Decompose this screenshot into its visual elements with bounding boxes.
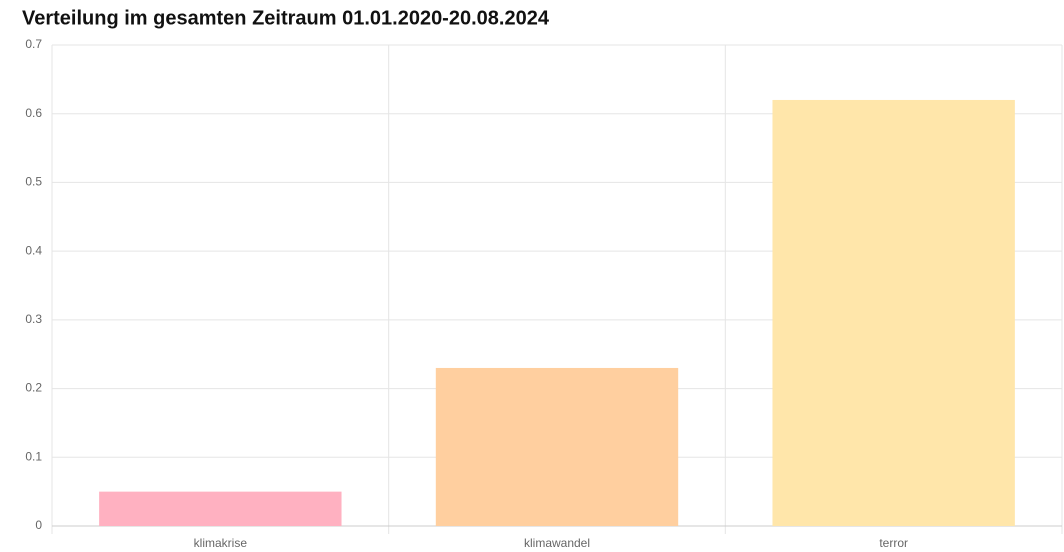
x-tick-label: klimakrise (194, 536, 248, 550)
y-tick-label: 0.3 (25, 312, 42, 326)
bar (99, 491, 342, 526)
y-tick-label: 0.1 (25, 449, 42, 463)
chart-title: Verteilung im gesamten Zeitraum 01.01.20… (22, 7, 550, 29)
y-tick-label: 0.5 (25, 175, 42, 189)
y-tick-label: 0.7 (25, 37, 42, 51)
y-tick-label: 0.6 (25, 106, 42, 120)
y-tick-label: 0.2 (25, 381, 42, 395)
bar (772, 99, 1015, 526)
x-tick-label: terror (879, 536, 908, 550)
x-tick-label: klimawandel (524, 536, 590, 550)
y-tick-label: 0.4 (25, 243, 42, 257)
bar (435, 367, 679, 526)
y-tick-label: 0 (35, 518, 42, 532)
